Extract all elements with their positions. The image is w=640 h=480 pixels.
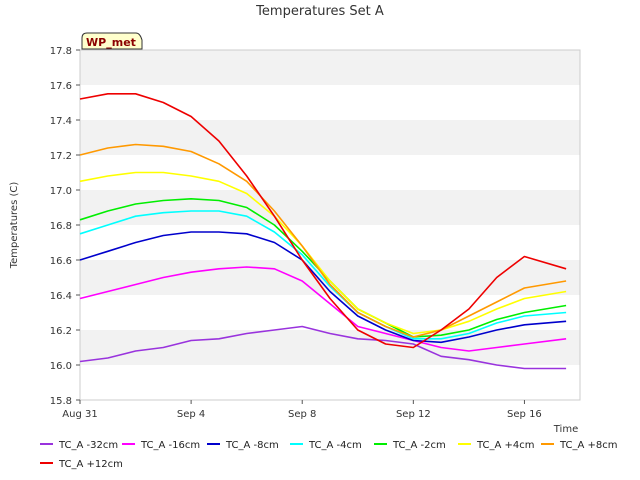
grid-band: [80, 365, 580, 400]
legend-item: TC_A +4cm: [458, 440, 535, 451]
legend-label: TC_A -16cm: [140, 440, 200, 451]
series-line-tc-a-+8cm: [79, 143, 567, 338]
plot-background-bands: [80, 50, 580, 400]
badge-label: WP_met: [86, 36, 136, 49]
y-tick-label: 17.2: [50, 151, 72, 162]
legend-label: TC_A -4cm: [308, 440, 362, 451]
y-tick-label: 17.8: [50, 46, 72, 57]
chart-title: Temperatures Set A: [255, 4, 384, 19]
legend-item: TC_A -2cm: [374, 440, 446, 451]
legend-label: TC_A -8cm: [225, 440, 279, 451]
series-line-tc-a--4cm: [79, 210, 567, 340]
legend-item: TC_A +12cm: [40, 459, 123, 470]
legend-item: TC_A +8cm: [541, 440, 618, 451]
legend-item: TC_A -16cm: [122, 440, 200, 451]
grid-band: [80, 295, 580, 330]
legend: TC_A -32cm TC_A -16cm TC_A -8cm TC_A -4cm TC…: [40, 440, 618, 470]
y-tick-label: 17.0: [50, 186, 72, 197]
y-tick-label: 17.4: [50, 116, 72, 127]
grid-band: [80, 330, 580, 365]
grid-band: [80, 190, 580, 225]
y-tick-label: 16.0: [50, 361, 72, 372]
y-tick-label: 17.6: [50, 81, 72, 92]
grid-band: [80, 225, 580, 260]
legend-item: TC_A -4cm: [290, 440, 362, 451]
legend-item: TC_A -8cm: [207, 440, 279, 451]
legend-label: TC_A -32cm: [58, 440, 118, 451]
legend-label: TC_A -2cm: [392, 440, 446, 451]
y-tick-label: 16.4: [50, 291, 72, 302]
x-tick-label: Sep 8: [288, 409, 316, 420]
station-badge: WP_met: [81, 32, 143, 50]
x-axis-label: Time: [553, 424, 578, 435]
y-tick-label: 16.6: [50, 256, 72, 267]
series-line-tc-a--16cm: [79, 266, 567, 352]
x-tick-label: Sep 12: [396, 409, 431, 420]
legend-label: TC_A +8cm: [559, 440, 618, 451]
series-layer: [79, 93, 567, 370]
legend-label: TC_A +4cm: [476, 440, 535, 451]
badge-shape: [81, 32, 143, 50]
x-tick-label: Sep 4: [177, 409, 205, 420]
y-tick-label: 16.2: [50, 326, 72, 337]
y-tick-label: 15.8: [50, 396, 72, 407]
legend-item: TC_A -32cm: [40, 440, 118, 451]
y-tick-label: 16.8: [50, 221, 72, 232]
series-line-tc-a-+4cm: [79, 171, 567, 335]
grid-band: [80, 50, 580, 85]
grid-band: [80, 85, 580, 120]
series-line-tc-a-+12cm: [79, 93, 567, 349]
x-axis-ticks: Aug 31 Sep 4 Sep 8 Sep 12 Sep 16: [62, 400, 542, 420]
y-axis-label: Temperatures (C): [9, 182, 20, 270]
legend-label: TC_A +12cm: [58, 459, 123, 470]
series-line-tc-a--8cm: [79, 231, 567, 344]
y-axis-ticks: 15.8 16.0 16.2 16.4 16.6 16.8 17.0 17.2 17.4 17.6…: [50, 46, 80, 407]
series-line-tc-a--32cm: [79, 325, 567, 370]
grid-band: [80, 120, 580, 155]
x-tick-label: Aug 31: [62, 409, 97, 420]
x-tick-label: Sep 16: [507, 409, 542, 420]
grid-band: [80, 260, 580, 295]
